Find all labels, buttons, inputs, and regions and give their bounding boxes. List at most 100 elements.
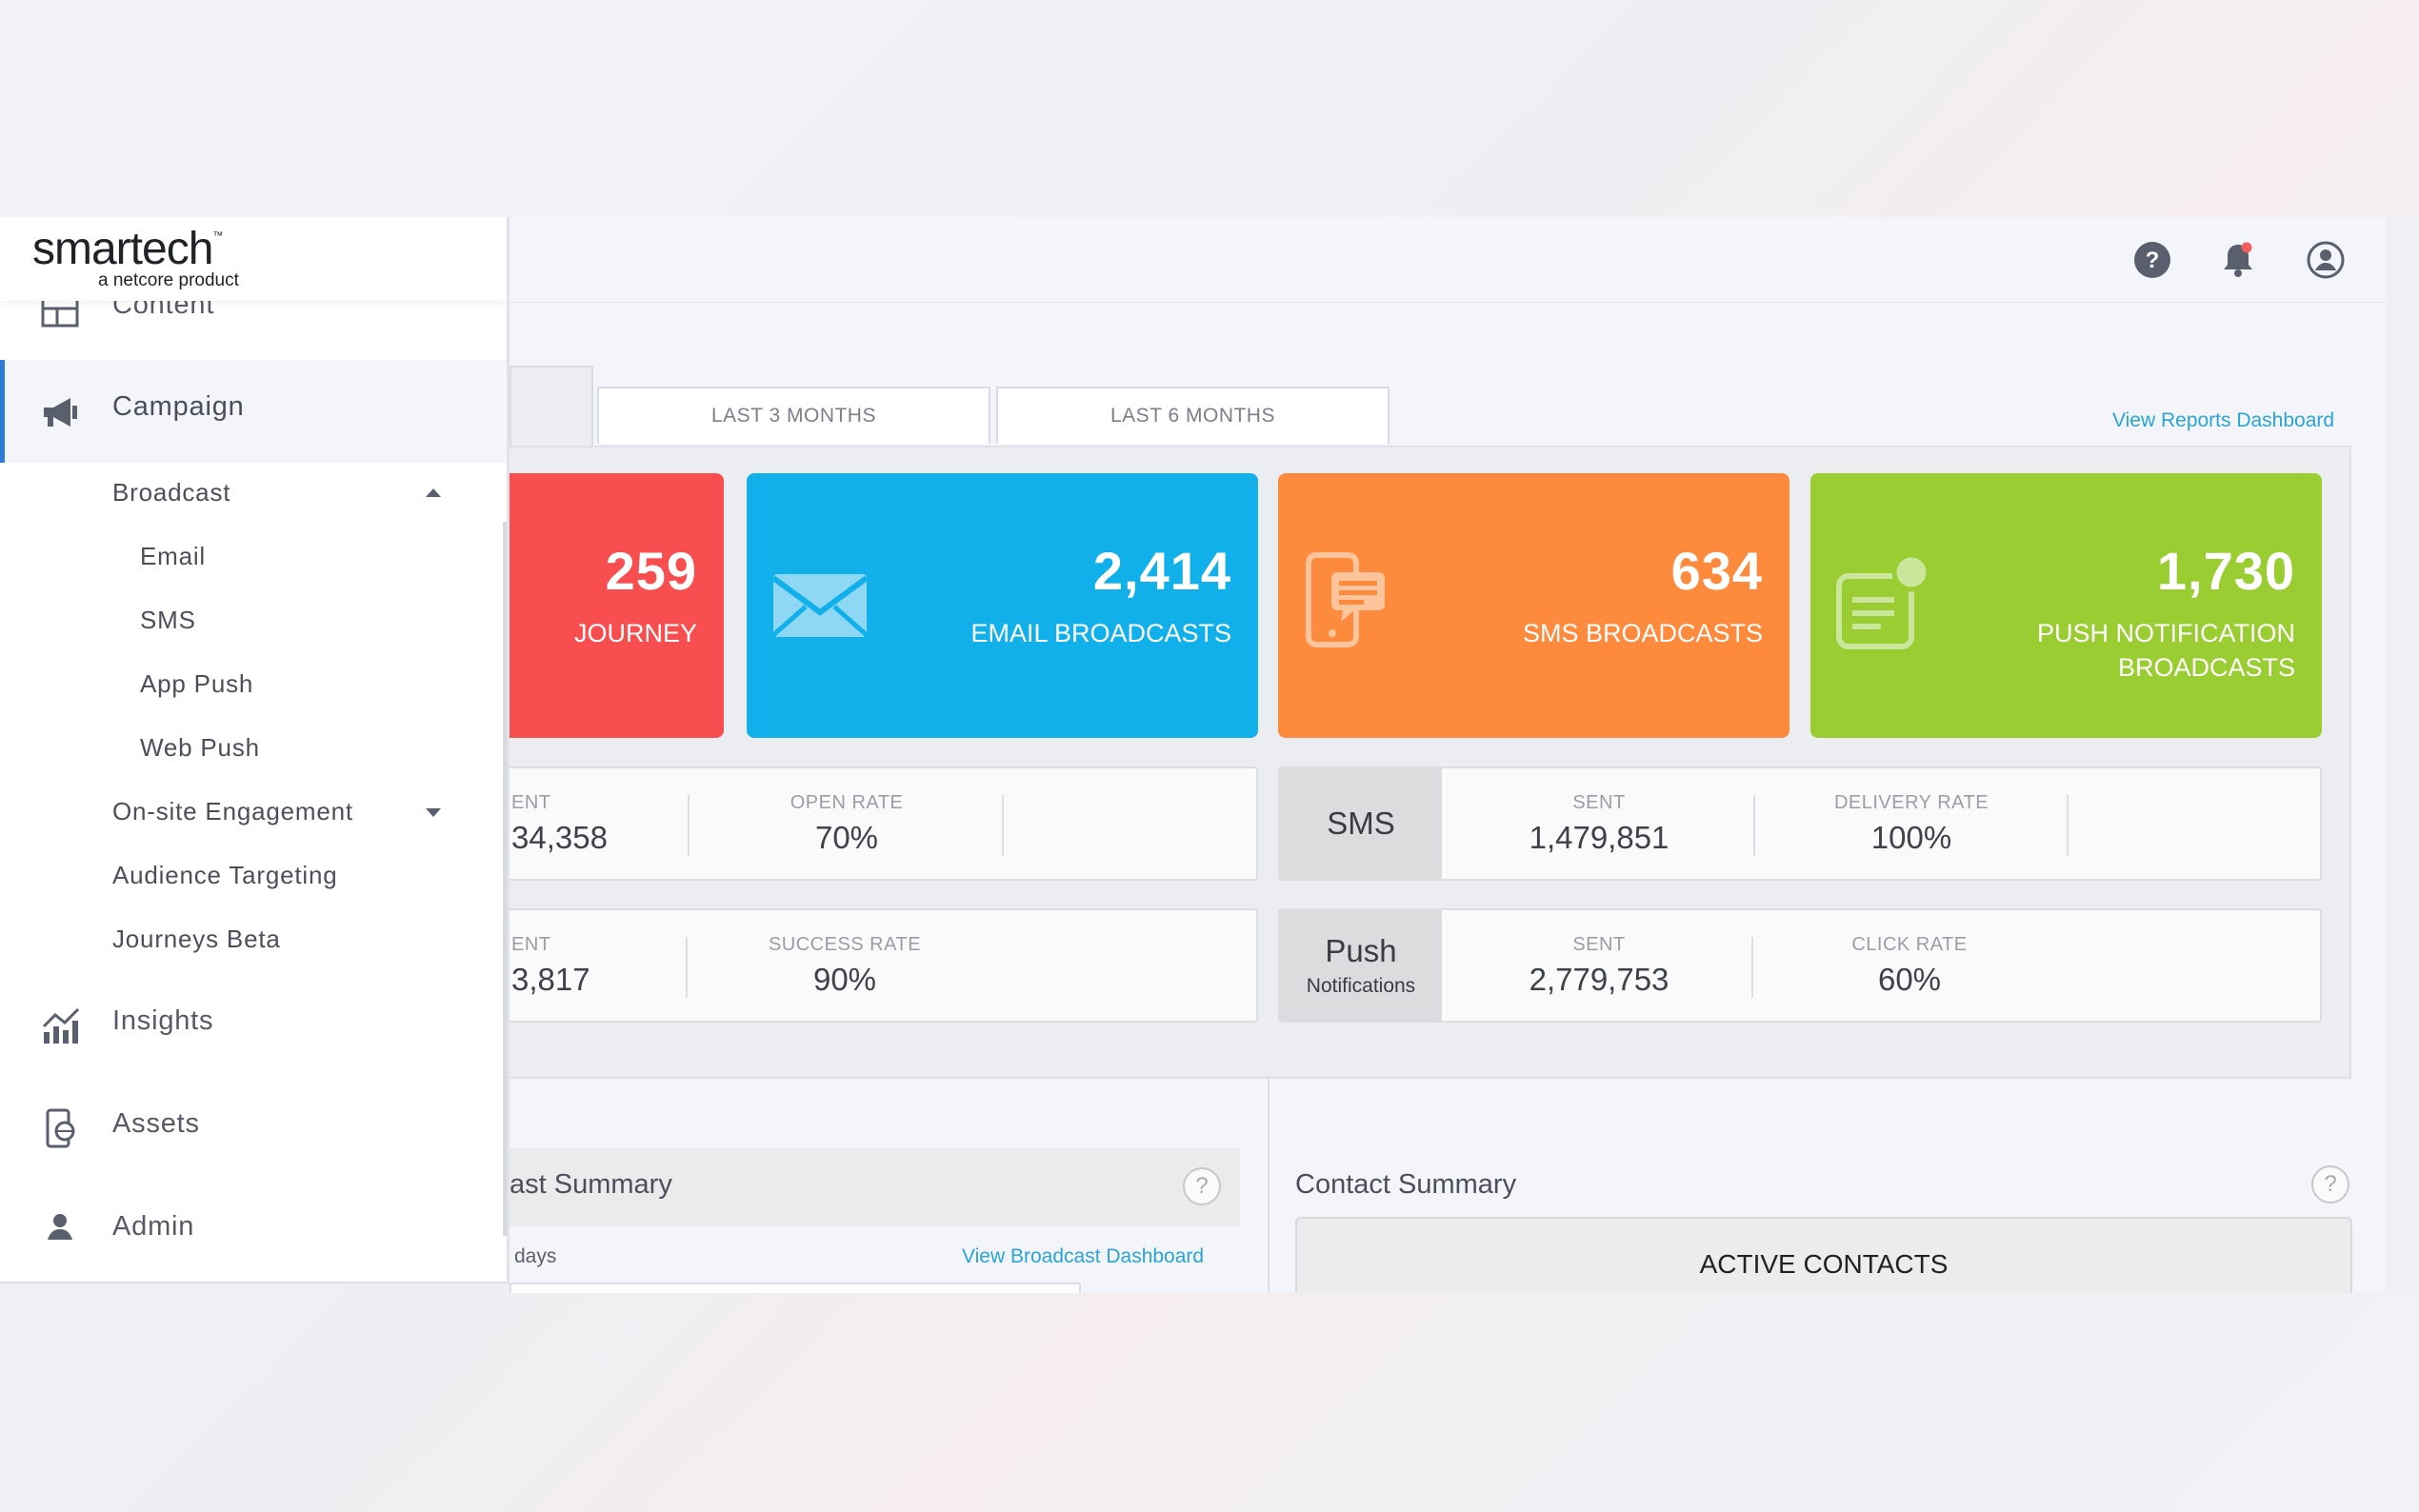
journey-sent-value: 3,817 (511, 961, 590, 997)
sms-tag: SMS (1280, 768, 1442, 879)
divider (1753, 795, 1755, 856)
caret-down-icon[interactable] (424, 806, 443, 820)
journey-label: JOURNEY (573, 619, 697, 647)
sms-stats-box: SMS SENT 1,479,851 DELIVERY RATE 100% (1278, 766, 2322, 881)
journey-success-rate-cell: SUCCESS RATE 90% (688, 910, 1002, 1021)
delivery-rate-caption: DELIVERY RATE (1833, 791, 1989, 813)
push-stats-box: Push Notifications SENT 2,779,753 CLICK … (1278, 908, 2322, 1023)
journey-card[interactable]: 259 JOURNEY (510, 473, 724, 738)
sidebar-item-audience-targeting[interactable]: Audience Targeting (112, 861, 338, 889)
brand-logo[interactable]: smartech™ a netcore product (0, 217, 507, 301)
push-broadcasts-count: 1,730 (2156, 541, 2295, 601)
notification-bell-icon[interactable] (2214, 236, 2262, 284)
view-broadcast-dashboard-link[interactable]: View Broadcast Dashboard (962, 1245, 1205, 1267)
sidebar-scrollbar[interactable] (503, 522, 507, 1236)
active-contacts-label: ACTIVE CONTACTS (1699, 1249, 1949, 1279)
sidebar-item-email[interactable]: Email (140, 542, 207, 570)
top-header: ? (510, 217, 2386, 303)
device-globe-icon (46, 1108, 75, 1148)
sidebar-item-insights[interactable]: Insights (112, 1005, 214, 1036)
journey-stats-box: ENT 3,817 SUCCESS RATE 90% (495, 908, 1258, 1023)
push-tag: Push Notifications (1280, 910, 1442, 1021)
push-click-rate-cell: CLICK RATE 60% (1752, 910, 2067, 1021)
view-reports-dashboard-link[interactable]: View Reports Dashboard (2112, 409, 2335, 431)
email-sent-value: 34,358 (511, 819, 608, 855)
broadcast-summary-field[interactable] (510, 1283, 1081, 1293)
envelope-icon (771, 574, 869, 637)
sidebar-item-assets[interactable]: Assets (112, 1108, 200, 1139)
mobile-chat-icon (1306, 552, 1385, 647)
push-label-line-2: BROADCASTS (2117, 653, 2295, 682)
push-tag-sub: Notifications (1306, 975, 1416, 997)
sidebar-item-admin[interactable]: Admin (112, 1211, 195, 1242)
push-notification-broadcasts-card[interactable]: 1,730 PUSH NOTIFICATION BROADCASTS (1810, 473, 2322, 738)
email-sent-caption: ENT (511, 791, 551, 813)
tab-current[interactable] (510, 366, 593, 446)
sidebar-item-app-push[interactable]: App Push (140, 669, 254, 698)
chart-trend-icon (42, 1007, 80, 1044)
email-sent-cell: ENT 34,358 (511, 768, 673, 879)
sidebar-item-onsite-engagement[interactable]: On-site Engagement (112, 797, 353, 826)
sms-tag-label: SMS (1327, 806, 1395, 841)
success-rate-value: 90% (812, 961, 877, 997)
right-edge (2386, 217, 2419, 1293)
sms-delivery-rate-cell: DELIVERY RATE 100% (1754, 768, 2069, 879)
open-rate-caption: OPEN RATE (790, 791, 904, 813)
click-rate-value: 60% (1877, 961, 1942, 997)
megaphone-icon (44, 398, 77, 427)
broadcast-days-label: days (514, 1245, 557, 1267)
sidebar-item-web-push[interactable]: Web Push (140, 733, 260, 762)
active-contacts-box: ACTIVE CONTACTS (1295, 1217, 2352, 1293)
contact-summary-help-icon[interactable]: ? (2311, 1165, 2349, 1204)
sms-sent-caption: SENT (1572, 791, 1626, 813)
sidebar-item-broadcast[interactable]: Broadcast (112, 478, 231, 507)
click-rate-caption: CLICK RATE (1851, 933, 1968, 955)
push-label-line-1: PUSH NOTIFICATION (2036, 619, 2295, 647)
caret-up-icon[interactable] (424, 486, 443, 499)
broadcast-summary-header: ast Summary ? (510, 1148, 1240, 1226)
section-divider (1268, 1076, 1269, 1293)
app-window: ? LAST 3 MONTHS LAST 6 MONTHS View Repor… (0, 217, 2419, 1293)
email-stats-box: ENT 34,358 OPEN RATE 70% (495, 766, 1258, 881)
user-icon (48, 1214, 72, 1240)
active-indicator (0, 360, 5, 463)
contact-summary-title: Contact Summary (1295, 1169, 1517, 1200)
logo-wordmark: smartech (32, 224, 213, 274)
divider (686, 937, 688, 998)
tab-last-6-months[interactable]: LAST 6 MONTHS (996, 387, 1389, 444)
logo-text: smartech™ (32, 223, 223, 275)
logo-tagline: a netcore product (98, 270, 239, 290)
help-icon[interactable]: ? (2129, 236, 2176, 284)
divider (1002, 795, 1004, 856)
sms-broadcasts-count: 634 (1670, 541, 1763, 601)
sms-sent-cell: SENT 1,479,851 (1442, 768, 1756, 879)
sidebar-item-sms[interactable]: SMS (140, 606, 196, 634)
sms-sent-value: 1,479,851 (1529, 819, 1669, 855)
journey-sent-caption: ENT (511, 933, 551, 955)
journey-sent-cell: ENT 3,817 (511, 910, 673, 1021)
divider (2067, 795, 2069, 856)
push-sent-value: 2,779,753 (1529, 961, 1669, 997)
push-notification-icon (1836, 552, 1931, 649)
email-broadcasts-card[interactable]: 2,414 EMAIL BROADCASTS (747, 473, 1258, 738)
sms-broadcasts-label: SMS BROADCASTS (1522, 619, 1763, 647)
sidebar: smartech™ a netcore product Content Camp… (0, 217, 510, 1283)
sidebar-item-journeys[interactable]: Journeys Beta (112, 925, 281, 953)
email-broadcasts-count: 2,414 (1092, 541, 1231, 601)
push-broadcasts-label: PUSH NOTIFICATION BROADCASTS (2037, 616, 2295, 685)
user-profile-icon[interactable] (2302, 236, 2349, 284)
broadcast-summary-title: ast Summary (510, 1169, 672, 1200)
svg-text:?: ? (2146, 248, 2160, 273)
delivery-rate-value: 100% (1870, 819, 1952, 855)
email-broadcasts-label: EMAIL BROADCASTS (970, 619, 1231, 647)
open-rate-value: 70% (814, 819, 879, 855)
divider (688, 795, 690, 856)
push-tag-label: Push (1325, 933, 1397, 968)
sms-broadcasts-card[interactable]: 634 SMS BROADCASTS (1278, 473, 1789, 738)
push-sent-caption: SENT (1572, 933, 1626, 955)
sidebar-item-campaign[interactable]: Campaign (112, 391, 245, 422)
broadcast-summary-help-icon[interactable]: ? (1183, 1167, 1221, 1205)
success-rate-caption: SUCCESS RATE (768, 933, 922, 955)
tab-last-3-months[interactable]: LAST 3 MONTHS (597, 387, 990, 444)
push-sent-cell: SENT 2,779,753 (1442, 910, 1756, 1021)
